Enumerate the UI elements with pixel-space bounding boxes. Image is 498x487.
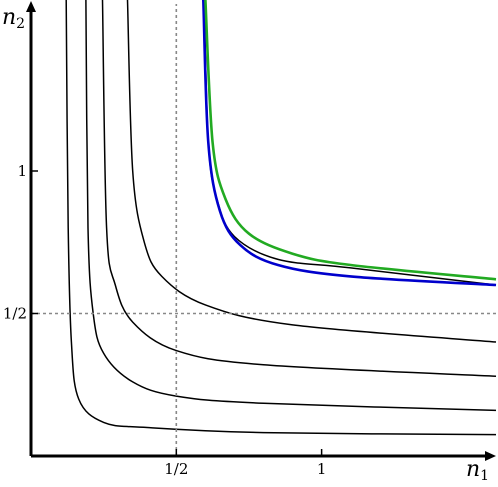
series-line-1 [85, 0, 497, 412]
y-tick-label-0: 1/2 [3, 305, 27, 323]
series-line-3 [126, 0, 497, 343]
series-line-0 [65, 0, 497, 436]
y-tick-label-1: 1 [17, 162, 27, 180]
x-axis-label: n1 [466, 457, 489, 484]
reference-line-layer [31, 4, 496, 456]
y-axis-label-subscript: 2 [16, 16, 25, 32]
y-axis-label-main: n [2, 5, 16, 30]
y-axis-arrow-icon [26, 1, 36, 12]
x-axis-label-subscript: 1 [480, 468, 489, 484]
axes [26, 1, 496, 461]
tick-layer: 1/2 1 1/2 1 [3, 162, 327, 478]
curve-layer [65, 0, 497, 436]
x-axis-arrow-icon [485, 451, 496, 461]
series-line-4 [203, 0, 497, 286]
x-tick-label-1: 1 [317, 460, 327, 478]
x-tick-label-0: 1/2 [164, 460, 188, 478]
y-axis-label: n2 [2, 5, 25, 32]
series-line-6 [204, 0, 497, 281]
series-line-2 [101, 0, 497, 377]
series-line-5 [202, 0, 497, 287]
x-axis-label-main: n [466, 457, 480, 482]
